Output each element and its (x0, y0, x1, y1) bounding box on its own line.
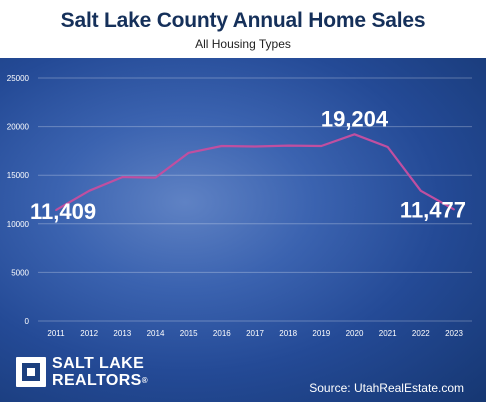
y-tick-label: 10000 (7, 220, 30, 229)
x-tick-label: 2014 (147, 329, 165, 338)
data-point (55, 209, 57, 212)
data-point (419, 189, 422, 192)
plot-background (0, 58, 486, 402)
y-tick-label: 25000 (7, 74, 30, 83)
x-tick-label: 2015 (180, 329, 198, 338)
data-label: 19,204 (321, 106, 389, 131)
source-note: Source: UtahRealEstate.com (309, 381, 464, 395)
data-point (254, 145, 256, 148)
logo-line-1: SALT LAKE (52, 355, 145, 372)
logo-text: SALT LAKE REALTORS® (52, 355, 148, 389)
y-tick-label: 0 (25, 317, 30, 326)
data-point (320, 145, 323, 147)
y-tick-label: 5000 (11, 268, 29, 277)
data-label: 11,409 (30, 199, 96, 224)
data-point (154, 176, 157, 179)
chart-subtitle: All Housing Types (195, 37, 291, 51)
data-point (287, 144, 290, 147)
x-tick-label: 2018 (279, 329, 297, 338)
x-tick-label: 2016 (213, 329, 231, 338)
data-label: 11,477 (400, 197, 466, 222)
data-point (220, 145, 223, 147)
data-point (121, 176, 124, 179)
logo-mark-icon (16, 357, 46, 387)
x-tick-label: 2013 (113, 329, 131, 338)
brand-logo: SALT LAKE REALTORS® (16, 354, 152, 394)
x-tick-label: 2023 (445, 329, 463, 338)
x-tick-label: 2019 (312, 329, 330, 338)
data-point (386, 146, 389, 148)
x-tick-label: 2012 (80, 329, 98, 338)
data-point (187, 151, 190, 154)
data-point (353, 133, 356, 136)
x-tick-label: 2022 (412, 329, 430, 338)
x-tick-label: 2020 (346, 329, 364, 338)
logo-line-2: REALTORS (52, 372, 142, 389)
y-tick-label: 20000 (7, 123, 30, 132)
chart-title: Salt Lake County Annual Home Sales (60, 9, 426, 32)
data-point (453, 208, 455, 211)
x-tick-label: 2021 (379, 329, 397, 338)
chart-header: Salt Lake County Annual Home Sales All H… (0, 0, 486, 58)
y-tick-label: 15000 (7, 171, 30, 180)
x-tick-label: 2011 (47, 329, 65, 338)
data-point (88, 189, 91, 192)
x-tick-label: 2017 (246, 329, 264, 338)
logo-registered-mark: ® (141, 376, 149, 385)
